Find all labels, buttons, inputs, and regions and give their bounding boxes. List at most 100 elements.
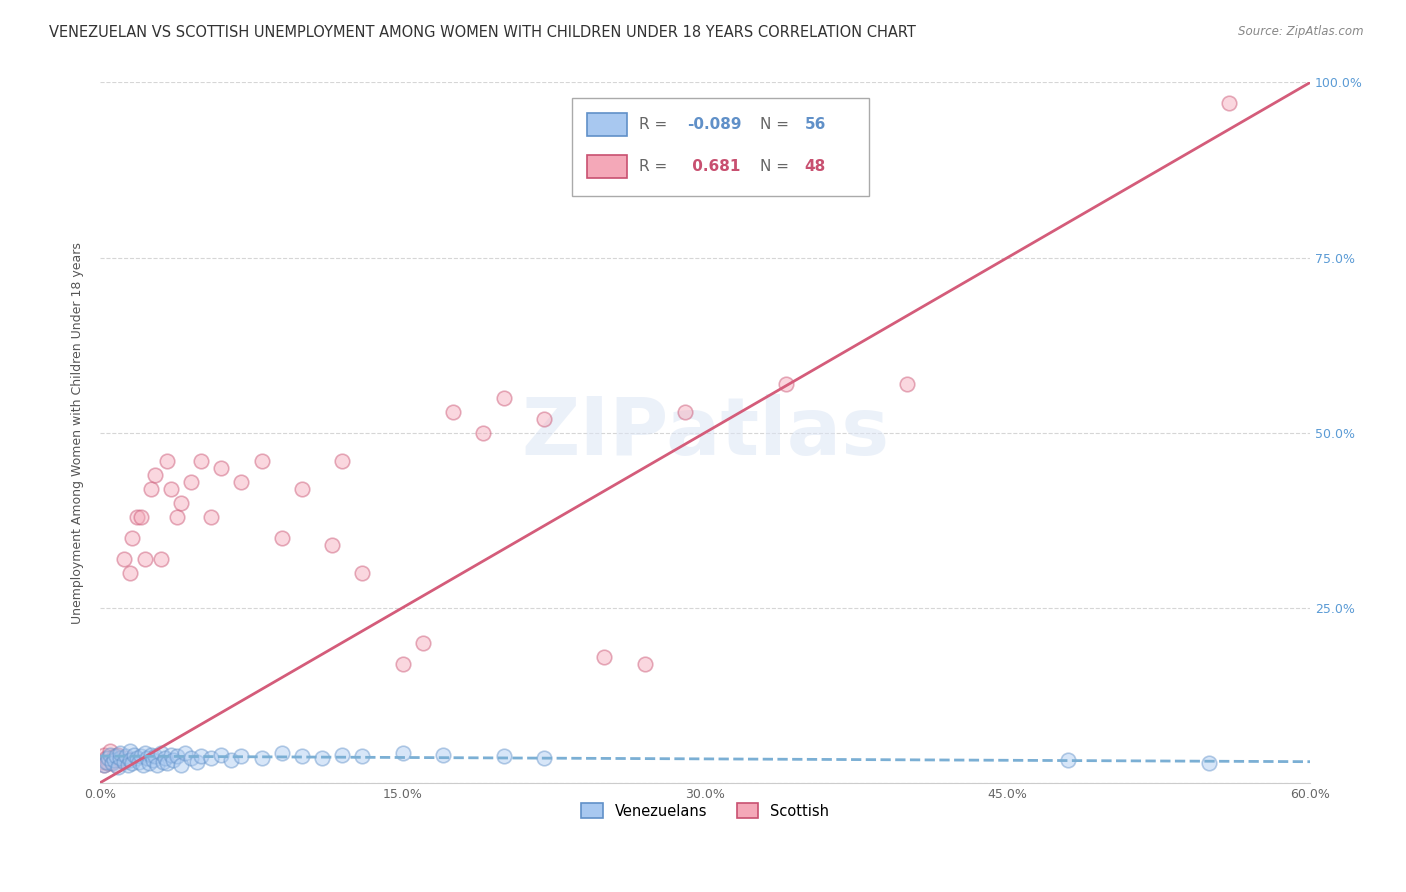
Point (190, 453, 212, 467)
Point (170, 495, 193, 509)
Y-axis label: Unemployment Among Women with Children Under 18 years: Unemployment Among Women with Children U… (72, 242, 84, 624)
Text: N =: N = (759, 117, 793, 132)
Point (186, 755, 208, 769)
Point (103, 753, 125, 767)
Point (321, 538, 343, 552)
Point (112, 755, 135, 769)
Point (97, 756, 120, 770)
Point (200, 751, 222, 765)
Point (391, 657, 413, 671)
Point (110, 746, 132, 760)
Point (117, 758, 139, 772)
Point (128, 755, 150, 769)
Point (110, 753, 132, 767)
Point (129, 509, 152, 524)
Point (174, 746, 197, 760)
Text: N =: N = (759, 159, 793, 174)
Point (91, 755, 114, 769)
Point (110, 751, 132, 765)
Point (156, 756, 179, 770)
Point (231, 475, 253, 489)
Point (492, 391, 515, 405)
Point (120, 753, 142, 767)
Legend: Venezuelans, Scottish: Venezuelans, Scottish (575, 797, 835, 824)
Point (533, 411, 555, 425)
Text: -0.089: -0.089 (688, 117, 741, 132)
Point (98, 747, 121, 762)
Point (291, 749, 314, 764)
Point (432, 747, 454, 762)
Point (896, 376, 918, 391)
Point (673, 404, 696, 418)
Point (412, 635, 434, 649)
Point (103, 749, 125, 764)
Point (149, 551, 172, 566)
FancyBboxPatch shape (586, 155, 627, 178)
Point (107, 747, 129, 762)
Point (124, 747, 146, 762)
Point (120, 566, 142, 580)
Point (129, 749, 152, 764)
Point (250, 453, 273, 467)
Point (775, 376, 797, 391)
Point (1198, 756, 1220, 770)
Text: R =: R = (638, 159, 672, 174)
Point (634, 657, 657, 671)
Point (391, 746, 413, 760)
Point (166, 509, 188, 524)
Point (270, 746, 292, 760)
Text: VENEZUELAN VS SCOTTISH UNEMPLOYMENT AMONG WOMEN WITH CHILDREN UNDER 18 YEARS COR: VENEZUELAN VS SCOTTISH UNEMPLOYMENT AMON… (49, 25, 917, 40)
Point (352, 749, 374, 764)
Point (152, 755, 174, 769)
Point (1218, 96, 1240, 111)
Point (311, 751, 333, 765)
Point (145, 758, 167, 772)
Point (112, 551, 135, 566)
Point (209, 460, 232, 475)
Point (93, 747, 115, 762)
Point (149, 746, 172, 760)
Point (162, 753, 184, 767)
Point (1057, 753, 1080, 767)
Point (250, 751, 273, 765)
Point (115, 751, 138, 765)
Point (115, 749, 138, 764)
Point (121, 756, 143, 770)
Point (209, 747, 232, 762)
FancyBboxPatch shape (586, 113, 627, 136)
Point (125, 509, 148, 524)
Point (138, 756, 160, 770)
Point (330, 747, 353, 762)
Point (96, 755, 118, 769)
Point (101, 756, 124, 770)
Point (472, 425, 495, 440)
Point (156, 453, 179, 467)
Point (291, 482, 314, 496)
Point (533, 751, 555, 765)
Point (131, 758, 153, 772)
Point (134, 551, 156, 566)
Point (153, 751, 176, 765)
Point (143, 467, 166, 482)
Point (135, 751, 157, 765)
Point (139, 482, 162, 496)
Point (200, 509, 222, 524)
Point (492, 749, 515, 764)
Text: 0.681: 0.681 (688, 159, 741, 174)
Point (593, 649, 616, 664)
Point (105, 749, 128, 764)
Point (139, 747, 162, 762)
Point (170, 758, 193, 772)
Point (125, 751, 148, 765)
Point (190, 749, 212, 764)
Point (159, 747, 181, 762)
Point (134, 746, 156, 760)
Point (330, 453, 353, 467)
Point (166, 749, 188, 764)
Point (441, 404, 464, 418)
Point (96, 751, 118, 765)
Point (121, 531, 143, 545)
Point (180, 475, 202, 489)
Point (107, 760, 129, 774)
Text: 48: 48 (804, 159, 825, 174)
